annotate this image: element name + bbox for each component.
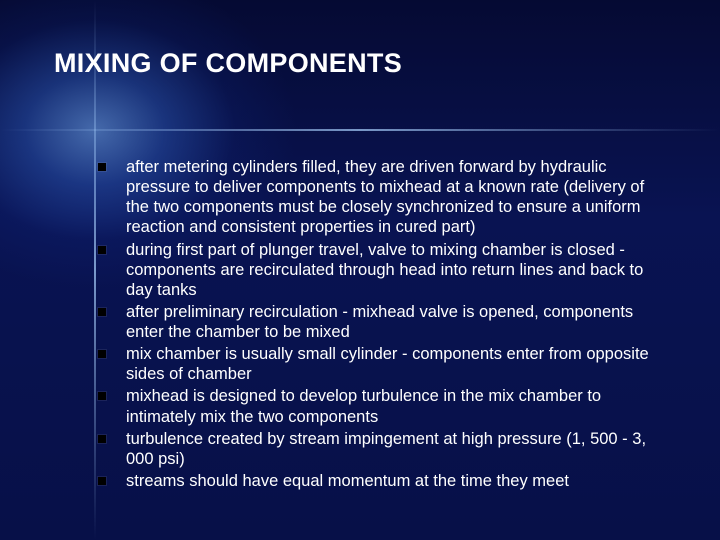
square-bullet-icon — [98, 477, 106, 485]
slide-title: MIXING OF COMPONENTS — [54, 48, 666, 79]
bullet-text: turbulence created by stream impingement… — [126, 430, 646, 468]
square-bullet-icon — [98, 308, 106, 316]
bullet-text: during first part of plunger travel, val… — [126, 241, 643, 299]
list-item: mix chamber is usually small cylinder - … — [98, 344, 666, 384]
bullet-text: after metering cylinders filled, they ar… — [126, 158, 644, 236]
list-item: after metering cylinders filled, they ar… — [98, 157, 666, 238]
bullet-list: after metering cylinders filled, they ar… — [54, 157, 666, 491]
list-item: turbulence created by stream impingement… — [98, 429, 666, 469]
list-item: mixhead is designed to develop turbulenc… — [98, 386, 666, 426]
list-item: after preliminary recirculation - mixhea… — [98, 302, 666, 342]
square-bullet-icon — [98, 246, 106, 254]
square-bullet-icon — [98, 435, 106, 443]
bullet-text: after preliminary recirculation - mixhea… — [126, 303, 633, 341]
list-item: during first part of plunger travel, val… — [98, 240, 666, 300]
list-item: streams should have equal momentum at th… — [98, 471, 666, 491]
bullet-text: streams should have equal momentum at th… — [126, 472, 569, 490]
square-bullet-icon — [98, 350, 106, 358]
slide: MIXING OF COMPONENTS after metering cyli… — [0, 0, 720, 540]
square-bullet-icon — [98, 163, 106, 171]
square-bullet-icon — [98, 392, 106, 400]
bullet-text: mixhead is designed to develop turbulenc… — [126, 387, 601, 425]
bullet-text: mix chamber is usually small cylinder - … — [126, 345, 649, 383]
